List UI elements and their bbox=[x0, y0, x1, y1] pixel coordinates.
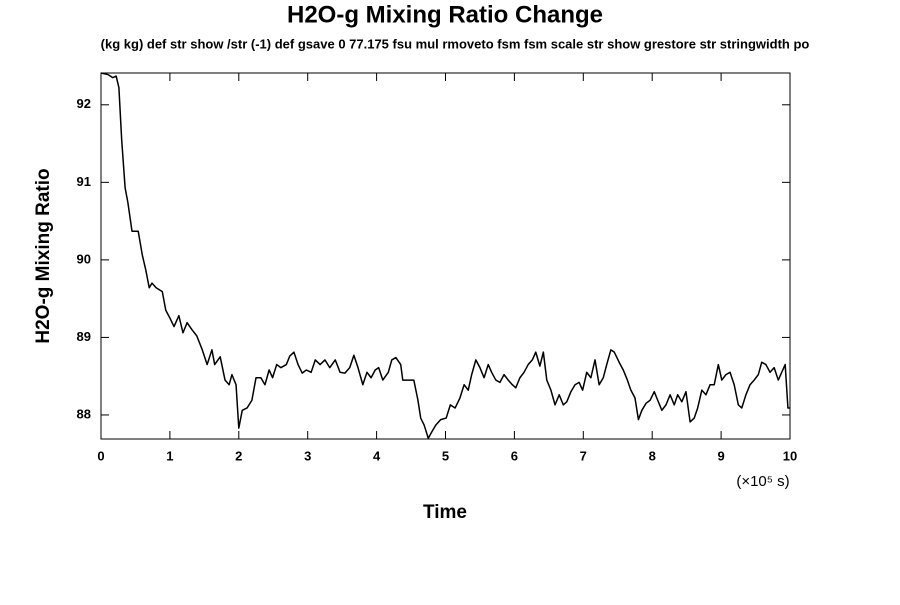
x-axis-label: Time bbox=[423, 502, 467, 523]
x-tick-label: 2 bbox=[235, 448, 242, 463]
x-tick-label: 8 bbox=[649, 448, 656, 463]
chart-subtitle: (kg kg) def str show /str (-1) def gsave… bbox=[101, 36, 810, 51]
x-tick-label: 1 bbox=[166, 448, 173, 463]
data-line bbox=[100, 72, 790, 439]
y-tick-label: 89 bbox=[77, 329, 91, 344]
y-tick-label: 88 bbox=[77, 406, 91, 421]
x-tick-label: 3 bbox=[304, 448, 311, 463]
x-tick-label: 4 bbox=[373, 448, 381, 463]
x-tick-label: 6 bbox=[511, 448, 518, 463]
x-tick-label: 7 bbox=[580, 448, 587, 463]
x-tick-label: 10 bbox=[783, 448, 797, 463]
y-tick-label: 92 bbox=[77, 96, 91, 111]
y-tick-label: 91 bbox=[77, 174, 91, 189]
y-axis-label: H2O-g Mixing Ratio bbox=[33, 168, 54, 343]
x-tick-label: 9 bbox=[717, 448, 724, 463]
chart-title: H2O-g Mixing Ratio Change bbox=[287, 1, 603, 28]
y-tick-label: 90 bbox=[77, 251, 91, 266]
x-units-label: (×10⁵ s) bbox=[736, 473, 789, 490]
x-tick-label: 0 bbox=[97, 448, 104, 463]
x-tick-label: 5 bbox=[442, 448, 449, 463]
